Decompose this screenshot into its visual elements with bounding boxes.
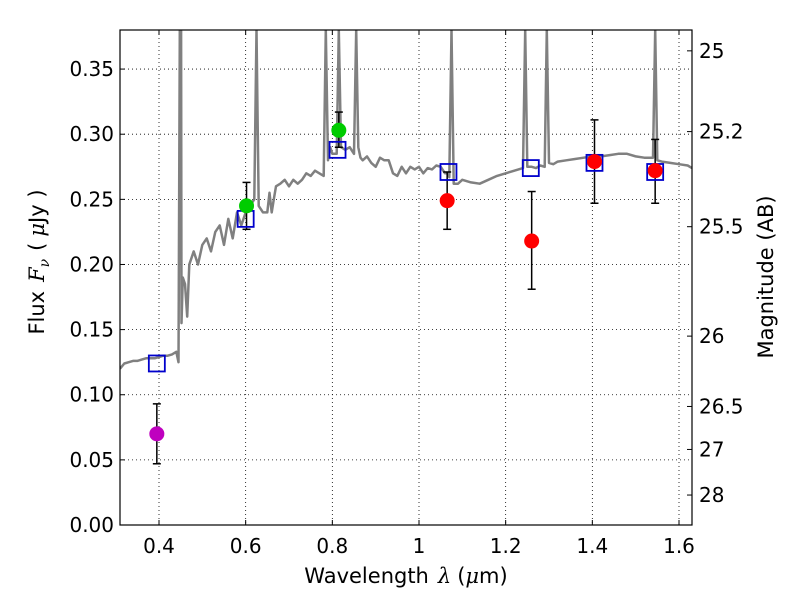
y2-tick-label: 25.2: [699, 120, 744, 144]
y-axis-label: FluxFν(μJy ): [25, 189, 53, 334]
y-tick-label: 0.30: [69, 122, 114, 146]
y2-tick-label: 25.5: [699, 215, 744, 239]
axes-frame: [119, 29, 693, 526]
observed-point: [331, 122, 347, 138]
y-tick-label: 0.05: [69, 448, 114, 472]
x-tick-label: 0.4: [143, 534, 175, 558]
axis-ticks: 0.4 0.6 0.8 1 1.2 1.4 1.6 0.00 0.05 0.10 0.15 0.20 0…: [69, 30, 744, 558]
x-tick-label: 0.8: [316, 534, 348, 558]
observed-point: [524, 233, 540, 249]
observed-point: [149, 426, 165, 442]
x-tick-label: 1.6: [663, 534, 695, 558]
y-tick-label: 0.10: [69, 383, 114, 407]
observed-point: [439, 193, 455, 209]
y2-tick-label: 27: [699, 437, 724, 461]
plot-area: [120, 30, 692, 465]
model-photometry-square: [147, 354, 166, 373]
y-tick-label: 0.20: [69, 252, 114, 276]
x-tick-label: 1: [413, 534, 426, 558]
model-photometry-square: [439, 163, 458, 181]
x-axis-label: Wavelength λ (μm): [304, 564, 507, 588]
y-tick-label: 0.00: [69, 513, 114, 537]
y2-tick-label: 28: [699, 483, 724, 507]
grid: [120, 30, 692, 525]
model-photometry-square: [521, 159, 540, 177]
x-tick-label: 1.2: [490, 534, 522, 558]
observed-point: [239, 198, 255, 214]
model-photometry-square: [328, 140, 347, 159]
y-tick-label: 0.35: [69, 57, 114, 81]
y2-tick-label: 26: [699, 324, 724, 348]
model-spectrum-line: [120, 30, 692, 370]
y-tick-label: 0.15: [69, 318, 114, 342]
y2-tick-label: 25: [699, 39, 724, 63]
x-tick-label: 0.6: [230, 534, 262, 558]
observed-point: [647, 163, 663, 179]
y-tick-label: 0.25: [69, 187, 114, 211]
x-tick-label: 1.4: [576, 534, 608, 558]
observed-point: [587, 154, 602, 170]
y2-axis-label: Magnitude (AB): [754, 195, 778, 358]
y2-tick-label: 26.5: [699, 394, 744, 418]
